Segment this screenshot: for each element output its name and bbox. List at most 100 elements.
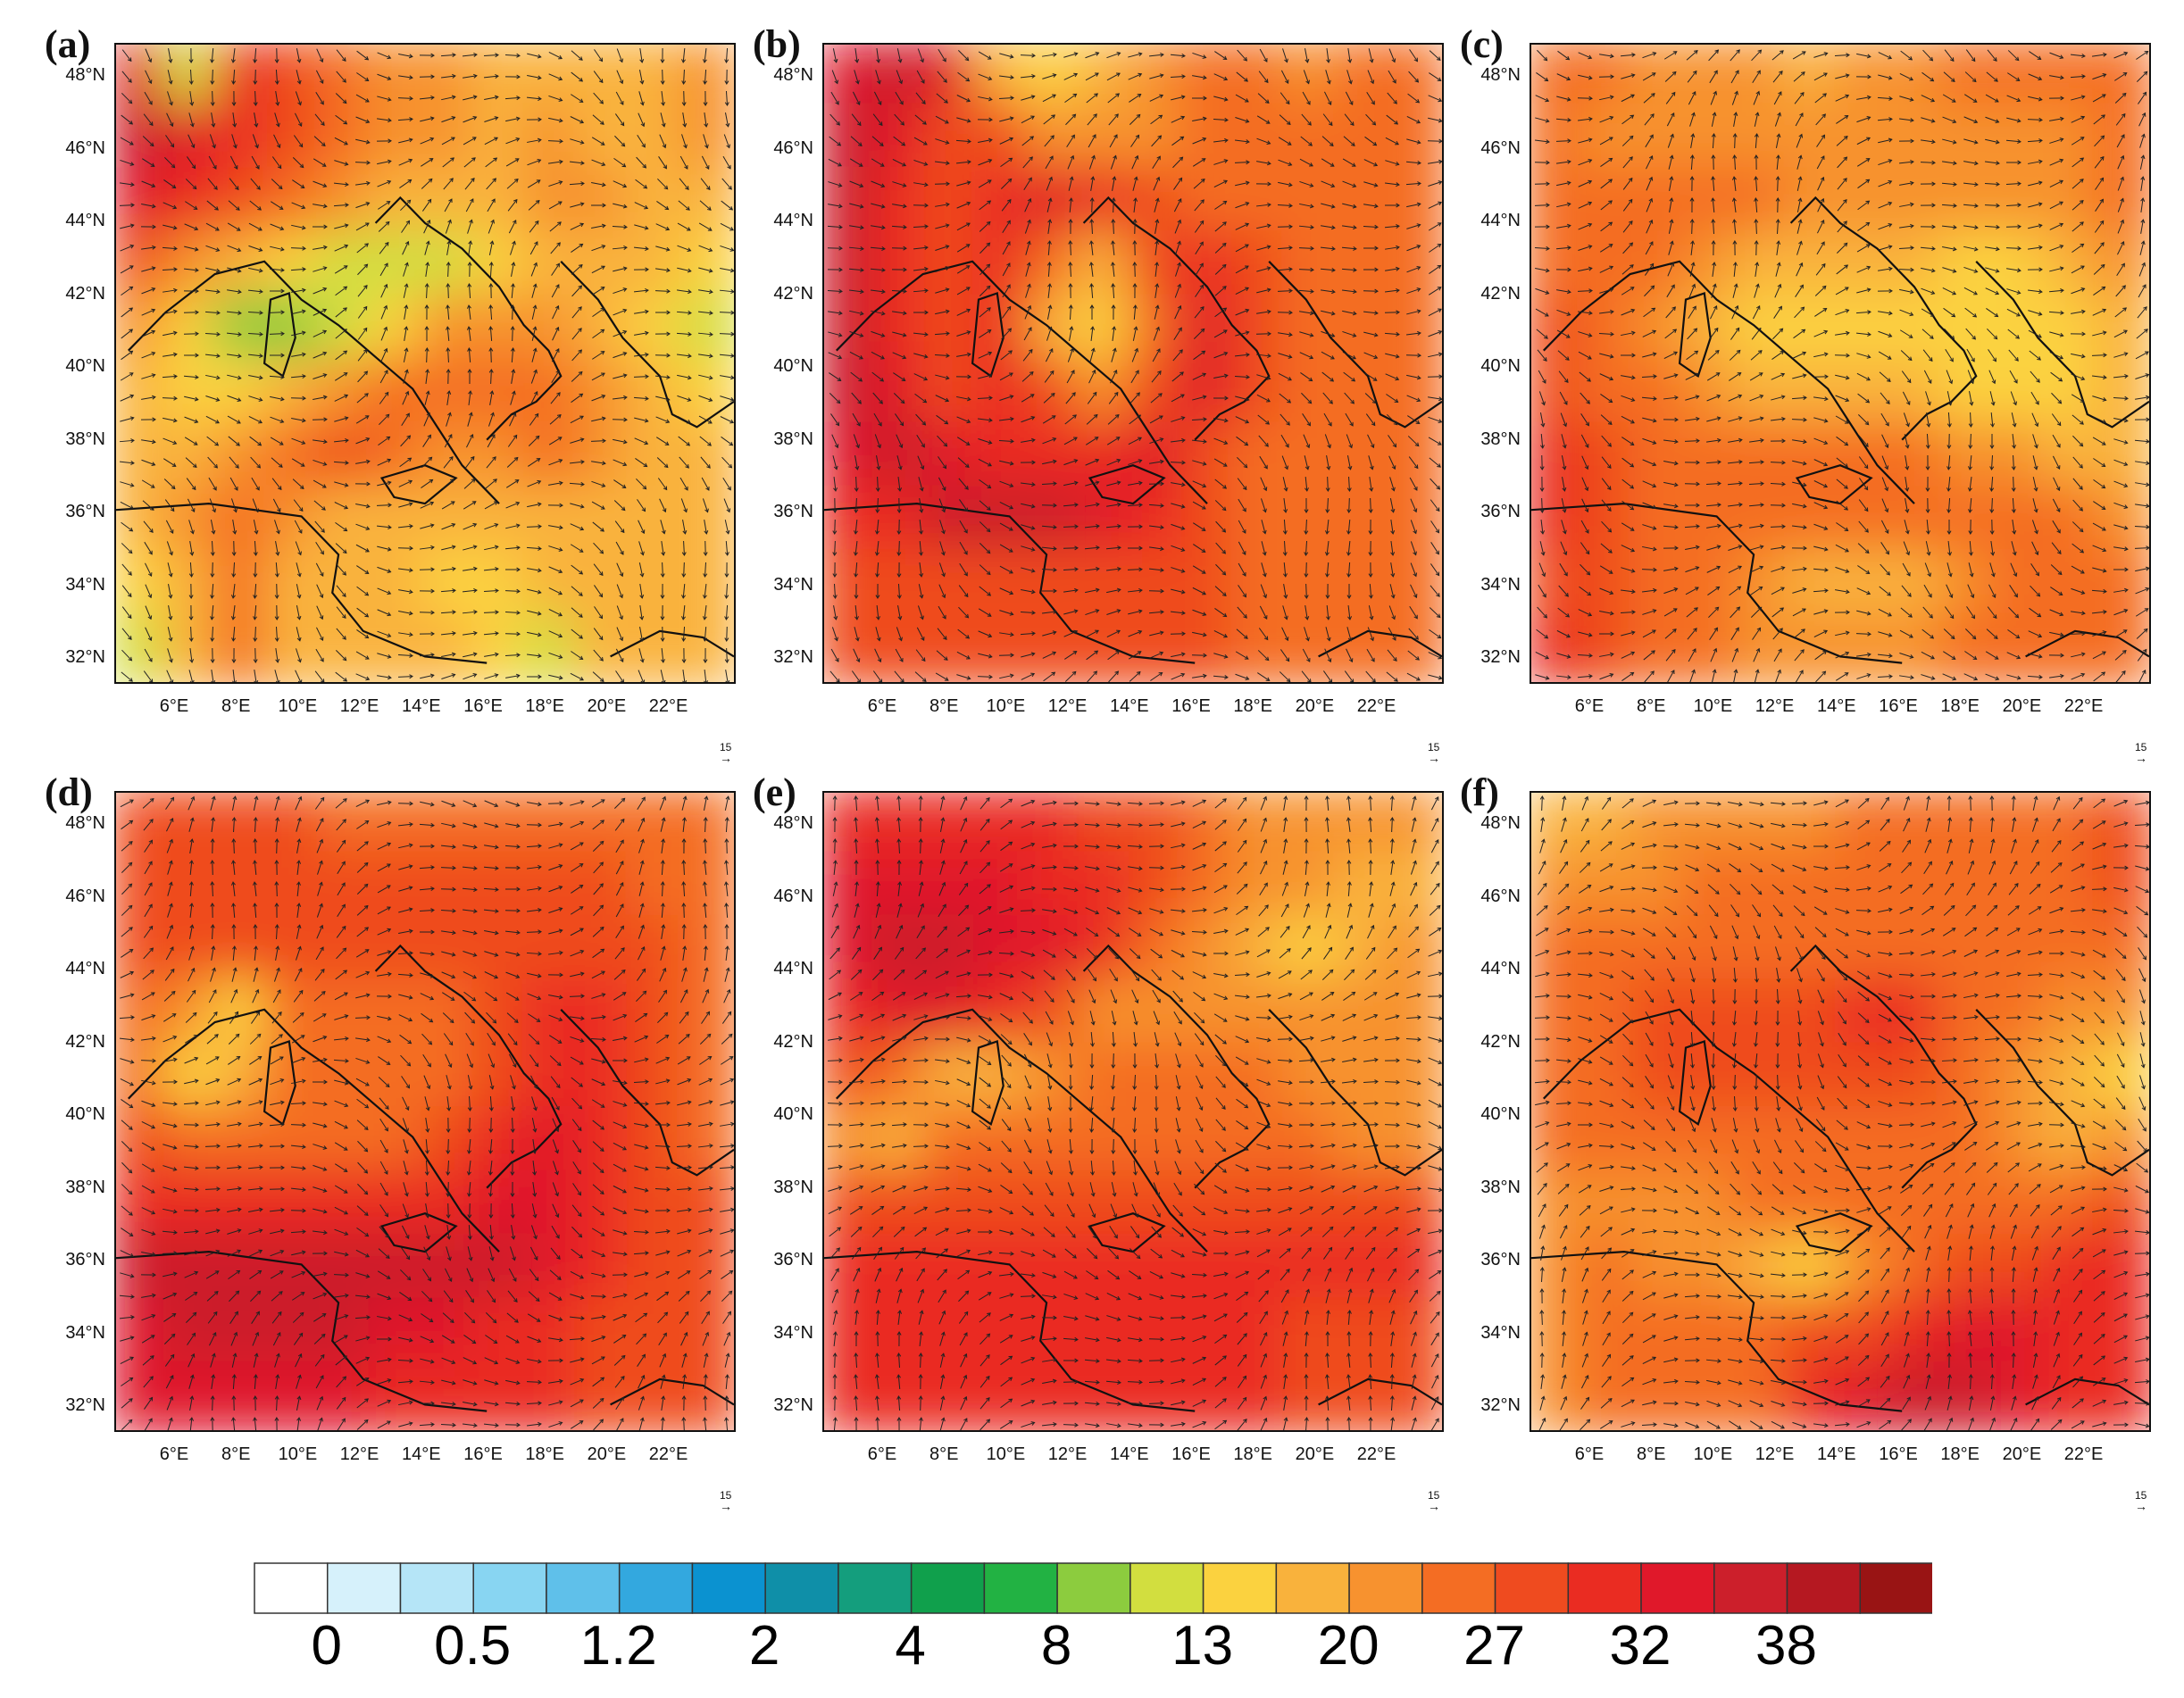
wind-vector-head [532,326,538,331]
wind-vector [725,47,729,63]
wind-vector-head [1052,437,1057,442]
wind-vector-head [1417,160,1421,165]
wind-vector [571,71,583,82]
wind-vector-head [1798,262,1804,267]
coastline [1531,502,1903,664]
wind-vector-head [1202,137,1207,142]
wind-vector-head [1974,225,1979,230]
wind-vector-head [1180,589,1186,595]
wind-vector [1002,262,1011,277]
wind-vector-head [1331,289,1336,295]
wind-vector-head [2037,55,2042,60]
wind-vector-head [532,283,538,288]
wind-vector-head [215,397,221,402]
wind-vector [443,178,454,190]
wind-vector [1261,562,1266,577]
wind-vector-head [1545,97,1550,103]
wind-vector-head [1089,219,1095,223]
wind-vector-head [173,267,178,272]
wind-vector [1642,72,1656,81]
wind-vector-head [1010,653,1014,658]
wind-vector-head [729,268,734,273]
wind-vector-head [1326,465,1331,470]
wind-vector [1105,568,1121,571]
wind-vector-head [645,374,649,379]
wind-vector-head [620,121,625,127]
wind-vector-head [2080,398,2085,403]
wind-vector [571,328,582,340]
wind-vector-head [342,79,346,83]
wind-vector [1537,49,1547,62]
wind-vector-head [1325,595,1330,599]
wind-vector-head [945,223,950,229]
wind-vector-head [600,307,605,312]
wind-vector-head [898,444,904,449]
wind-vector-head [1223,159,1229,163]
wind-vector-head [275,101,280,106]
wind-vector [1964,71,1977,82]
wind-vector [313,136,326,146]
wind-vector-head [451,116,456,121]
wind-vector [1363,226,1379,228]
wind-vector-head [1438,419,1442,423]
wind-vector-head [622,462,628,467]
wind-vector-head [965,441,971,445]
wind-vector [1946,391,1952,405]
wind-vector [1878,246,1892,251]
wind-vector-head [1544,312,1549,317]
wind-vector [1347,604,1351,620]
wind-vector-head [344,416,349,421]
wind-vector-head [1991,379,1996,385]
wind-vector [1148,504,1164,507]
wind-vector-head [1820,197,1825,203]
wind-vector-head [1180,504,1186,509]
wind-vector [2005,247,2021,249]
wind-vector-head [1610,331,1614,337]
wind-vector [1301,670,1312,682]
wind-vector-head [1435,507,1440,512]
wind-vector-head [1285,100,1290,105]
wind-vector-head [1158,114,1163,120]
wind-vector [1214,500,1227,511]
wind-vector-head [1415,98,1421,104]
wind-vector-head [681,659,687,663]
wind-vector-head [1931,160,1936,165]
wind-vector [334,395,348,402]
wind-vector [1088,155,1096,170]
wind-vector [1835,309,1849,316]
wind-vector-head [2120,154,2125,160]
latitude-tick-label: 38°N [773,429,813,449]
wind-vector [1538,391,1546,405]
wind-vector [335,649,347,662]
wind-vector-head [537,75,542,80]
wind-vector [1041,482,1057,486]
wind-vector [592,329,604,339]
wind-vector-head [210,637,215,642]
wind-vector [679,477,688,491]
wind-vector-head [1138,480,1143,486]
wind-vector [211,583,214,599]
wind-vector-head [2146,395,2149,400]
wind-vector-head [172,309,178,314]
wind-vector [232,112,236,127]
wind-vector [570,138,584,144]
wind-vector-head [1436,56,1441,62]
wind-vector-head [1545,118,1550,123]
wind-vector-head [1926,422,1931,428]
wind-vector-head [1178,177,1183,182]
wind-vector [2009,370,2018,384]
wind-vector [1536,329,1548,339]
wind-vector [250,178,261,190]
wind-vector-head [1798,240,1803,246]
map-canvas [1531,45,2149,682]
wind-vector [956,222,971,231]
wind-vector-head [703,552,708,556]
wind-vector-head [194,396,199,402]
wind-vector [445,220,452,234]
wind-vector [720,395,734,401]
wind-vector-head [1564,356,1570,361]
wind-vector-head [1138,567,1143,572]
wind-vector [253,520,258,534]
latitude-tick-label: 34°N [65,574,105,595]
wind-vector [355,94,370,103]
